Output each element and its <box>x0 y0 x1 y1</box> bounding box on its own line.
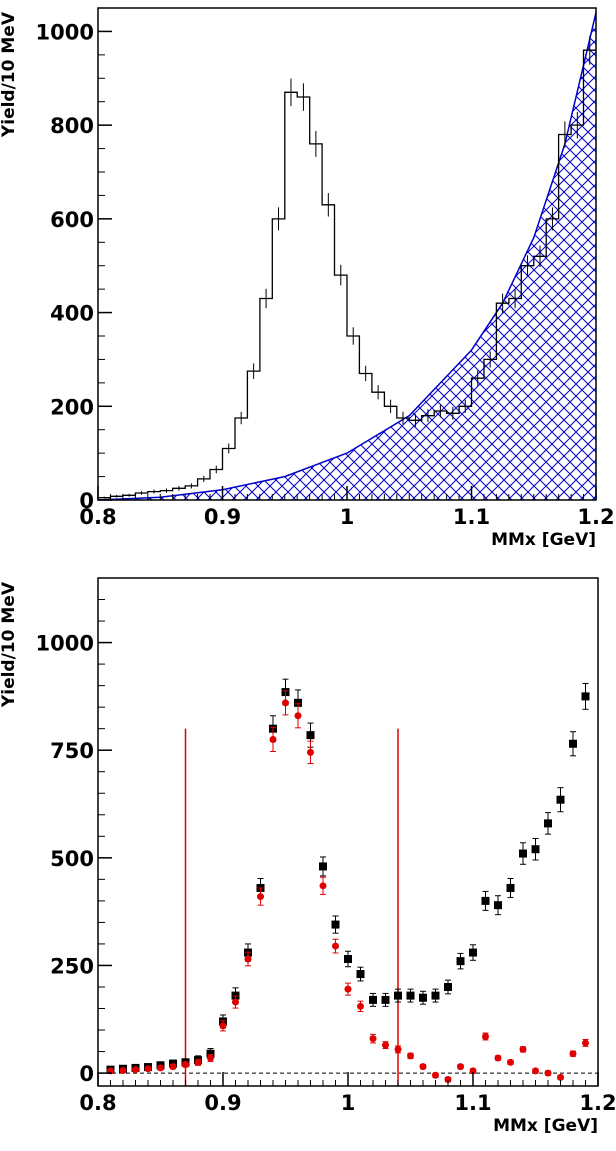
data-point-square <box>294 698 302 707</box>
y-tick-label: 1000 <box>36 632 94 656</box>
data-point-circle <box>294 712 302 720</box>
y-tick-label: 200 <box>50 395 94 419</box>
data-point-square <box>331 920 340 929</box>
data-point-circle <box>282 699 289 707</box>
data-point-circle <box>244 955 252 963</box>
x-tick-label: 1 <box>340 505 355 529</box>
data-point-square <box>444 982 452 991</box>
data-point-square <box>519 849 527 858</box>
plot-area <box>98 678 598 1086</box>
data-point-circle <box>269 735 277 743</box>
y-tick-label: 750 <box>50 739 94 763</box>
data-point-square <box>544 819 552 828</box>
data-point-circle <box>419 1063 427 1071</box>
data-point-square <box>481 896 490 905</box>
data-point-circle <box>157 1064 164 1072</box>
data-point-square <box>394 991 402 1000</box>
data-point-square <box>306 731 315 740</box>
data-point-circle <box>307 748 314 756</box>
data-point-square <box>469 948 477 957</box>
y-tick-label: 400 <box>50 302 94 326</box>
data-point-circle <box>169 1063 177 1071</box>
data-point-circle <box>432 1071 439 1079</box>
data-point-square <box>406 991 415 1000</box>
data-point-circle <box>119 1067 127 1075</box>
data-point-square <box>206 1049 215 1058</box>
data-point-square <box>531 845 540 854</box>
data-point-circle <box>582 1039 589 1047</box>
x-tick-label: 1.1 <box>453 505 490 529</box>
x-axis-title: MMx [GeV] <box>491 530 596 550</box>
data-point-square <box>556 795 565 804</box>
data-point-square <box>419 993 427 1002</box>
background-fit-area <box>98 12 596 500</box>
data-point-circle <box>457 1063 464 1071</box>
data-point-circle <box>382 1041 389 1049</box>
y-tick-label: 0 <box>79 1062 94 1086</box>
data-point-square <box>456 957 465 966</box>
data-point-square <box>344 955 352 963</box>
data-point-square <box>431 991 440 1000</box>
data-point-circle <box>357 1002 364 1010</box>
data-point-circle <box>532 1067 539 1075</box>
data-point-circle <box>557 1073 564 1081</box>
x-tick-label: 0.8 <box>79 505 116 529</box>
data-point-square <box>381 995 390 1004</box>
data-point-circle <box>519 1045 527 1053</box>
data-point-square <box>356 970 365 979</box>
data-point-square <box>569 739 577 748</box>
data-point-circle <box>369 1035 377 1043</box>
data-point-circle <box>319 882 327 890</box>
data-point-circle <box>544 1069 552 1077</box>
data-point-circle <box>257 893 264 901</box>
data-point-circle <box>132 1066 139 1074</box>
y-tick-label: 500 <box>50 847 94 871</box>
data-point-circle <box>332 942 339 950</box>
data-point-circle <box>232 998 239 1006</box>
x-axis-title: MMx [GeV] <box>493 1116 598 1136</box>
data-point-circle <box>482 1032 489 1040</box>
histogram-step-line <box>98 49 596 500</box>
chart-bottom: 0.8 0.9 1 1.1 1.2 0 250 500 750 1000 MMx [GeV] Yiel… <box>0 577 616 1136</box>
data-point-circle <box>207 1054 214 1062</box>
y-axis-title: Yield/10 MeV <box>0 581 19 708</box>
plot-area <box>98 12 596 500</box>
x-tick-label: 1 <box>341 1091 356 1115</box>
data-point-circle <box>194 1058 202 1066</box>
data-point-circle <box>494 1054 502 1062</box>
background-fit-curve <box>98 12 596 500</box>
data-point-square <box>369 995 377 1004</box>
x-tick-label: 1.2 <box>577 505 614 529</box>
y-tick-label: 0 <box>79 489 94 513</box>
data-point-square <box>494 901 502 910</box>
data-point-circle <box>569 1050 577 1058</box>
data-point-square <box>581 692 590 701</box>
data-point-circle <box>144 1065 152 1073</box>
y-tick-label: 600 <box>50 208 94 232</box>
data-point-circle <box>444 1076 452 1084</box>
y-axis-title: Yield/10 MeV <box>0 11 19 138</box>
y-tick-label: 1000 <box>36 20 94 44</box>
data-point-circle <box>219 1022 227 1030</box>
x-tick-label: 1.2 <box>579 1091 616 1115</box>
plot-frame <box>97 577 599 1087</box>
data-point-circle <box>507 1058 514 1066</box>
x-tick-label: 0.9 <box>204 1091 241 1115</box>
y-tick-label: 250 <box>50 954 94 978</box>
data-point-circle <box>182 1060 189 1068</box>
data-point-square <box>506 883 515 892</box>
data-point-circle <box>469 1067 477 1075</box>
data-point-circle <box>344 985 352 993</box>
data-point-circle <box>394 1045 402 1053</box>
y-tick-label: 800 <box>50 114 94 138</box>
x-tick-label: 0.8 <box>79 1091 116 1115</box>
x-tick-label: 0.9 <box>204 505 241 529</box>
data-point-circle <box>407 1052 414 1060</box>
x-tick-label: 1.1 <box>454 1091 491 1115</box>
data-point-square <box>319 862 327 871</box>
chart-top: 0.8 0.9 1 1.1 1.2 0 200 400 600 800 1000 MMx [GeV] Y… <box>0 7 615 550</box>
